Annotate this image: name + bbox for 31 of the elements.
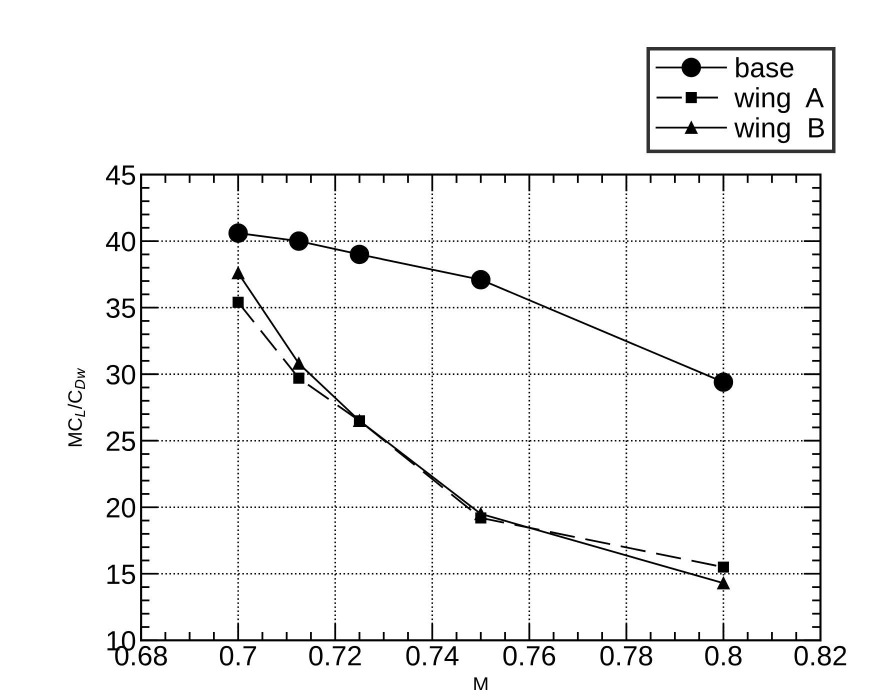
- y-tick-label: 45: [106, 166, 136, 185]
- y-tick-label: 35: [106, 298, 136, 318]
- y-tick-label: 40: [106, 232, 136, 252]
- point: [289, 231, 309, 251]
- y-tick-label: 15: [107, 564, 136, 584]
- legend-label: base: [736, 57, 794, 78]
- x-tick-label: 0.82: [794, 646, 846, 666]
- x-tick-label: 0.76: [503, 646, 556, 666]
- point: [232, 266, 244, 280]
- point: [717, 576, 730, 590]
- point: [714, 372, 734, 392]
- y-axis-title: MC$_{L}$/C$_{Dw}$: [68, 368, 85, 446]
- y-tick-label: 25: [106, 431, 136, 452]
- x-tick-label: 0.8: [705, 646, 742, 666]
- point: [232, 296, 244, 308]
- point: [228, 223, 248, 243]
- point: [354, 415, 366, 426]
- point: [293, 372, 304, 384]
- legend-label: wing B: [734, 117, 824, 144]
- legend-label: wing A: [734, 87, 824, 114]
- point: [292, 357, 306, 370]
- x-tick-label: 0.72: [309, 646, 361, 666]
- x-tick-label: 0.78: [600, 646, 652, 666]
- point: [350, 244, 370, 264]
- point: [475, 512, 486, 524]
- y-tick-label: 30: [106, 364, 136, 385]
- point: [471, 270, 491, 290]
- y-tick-label: 20: [106, 498, 136, 518]
- x-tick-label: 0.74: [406, 646, 458, 666]
- x-tick-label: 0.7: [220, 646, 256, 666]
- point: [718, 562, 729, 573]
